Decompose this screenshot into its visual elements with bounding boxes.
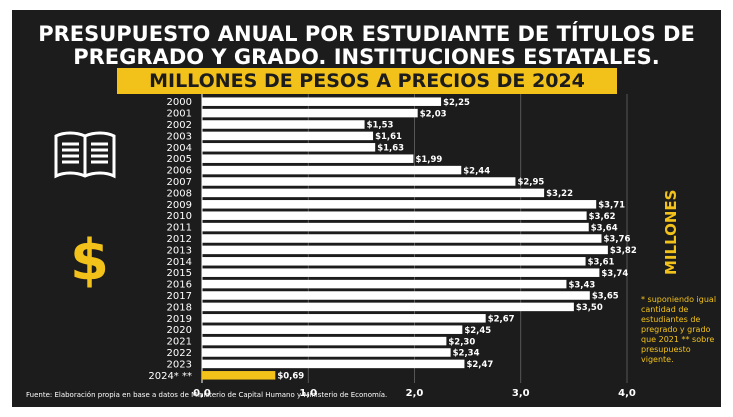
y-tick-label: 2006 — [167, 166, 192, 177]
data-label: $1,63 — [377, 144, 404, 154]
footnote: * suponiendo igual cantidad de estudiant… — [641, 295, 717, 364]
y-tick-label: 2000 — [167, 97, 192, 108]
bar — [202, 188, 545, 198]
data-label: $1,53 — [367, 121, 394, 131]
chart-title-line-1: PRESUPUESTO ANUAL POR ESTUDIANTE DE TÍTU… — [38, 22, 695, 46]
data-label: $2,30 — [448, 337, 475, 347]
y-tick-label: 2016 — [167, 280, 192, 291]
bar — [202, 371, 276, 380]
data-label: $2,67 — [488, 315, 515, 325]
bar — [202, 131, 374, 141]
data-label: $2,45 — [464, 326, 491, 336]
y-tick-label: 2001 — [167, 109, 192, 120]
bar — [202, 108, 418, 118]
bar — [202, 211, 587, 220]
bar — [202, 314, 486, 323]
y-tick-label: 2013 — [167, 245, 192, 256]
y-tick-label: 2009 — [167, 200, 192, 211]
x-tick-label: 0,0 — [193, 388, 211, 399]
y-tick-label: 2002 — [167, 120, 192, 131]
bar — [202, 348, 451, 357]
bar — [202, 154, 414, 163]
data-label: $3,82 — [610, 246, 637, 256]
data-label: $3,50 — [576, 303, 603, 313]
x-tick-label: 3,0 — [512, 388, 530, 399]
data-label: $1,61 — [375, 132, 402, 142]
x-tick-label: 4,0 — [618, 388, 636, 399]
data-label: $3,65 — [592, 292, 619, 302]
data-label: $3,64 — [591, 223, 618, 233]
bar — [202, 291, 590, 300]
bar — [202, 268, 600, 277]
y-tick-label: 2023 — [167, 359, 192, 370]
y-tick-label: 2014 — [167, 257, 192, 268]
side-label-text: MILLONES — [662, 190, 680, 275]
y-tick-label: 2004 — [167, 143, 192, 154]
bar — [202, 200, 597, 209]
bar — [202, 279, 567, 289]
bar — [202, 245, 608, 255]
data-label: $2,95 — [517, 178, 544, 188]
data-label: $3,43 — [568, 280, 595, 290]
y-tick-label: 2020 — [167, 325, 192, 336]
data-label: $0,69 — [277, 372, 304, 382]
bar — [202, 336, 447, 346]
bar — [202, 222, 589, 232]
y-tick-label: 2003 — [167, 131, 192, 142]
y-tick-label: 2019 — [167, 314, 192, 325]
data-label: $3,62 — [589, 212, 616, 222]
source-note: Fuente: Elaboración propia en base a dat… — [26, 391, 388, 399]
data-label: $3,61 — [588, 258, 615, 268]
data-label: $2,25 — [443, 98, 470, 108]
bar — [202, 143, 376, 152]
y-tick-label: 2005 — [167, 154, 192, 165]
dollar-icon: $ — [70, 228, 109, 293]
bar-chart: 0,0 1,0 2,0 3,0 4,0 2000 $2,25 2001 $2,03 2002 $1,… — [148, 94, 637, 399]
y-tick-label: 2018 — [167, 302, 192, 313]
bar — [202, 165, 462, 175]
y-tick-label: 2011 — [167, 223, 192, 234]
data-label: $3,22 — [546, 189, 573, 199]
y-tick-label: 2022 — [167, 348, 192, 359]
data-label: $3,76 — [604, 235, 631, 245]
y-tick-label: 2017 — [167, 291, 192, 302]
x-tick-label: 2,0 — [406, 388, 424, 399]
bar — [202, 359, 465, 369]
y-tick-label: 2015 — [167, 268, 192, 279]
y-tick-label: 2021 — [167, 337, 192, 348]
bar — [202, 120, 365, 129]
infographic-frame: PRESUPUESTO ANUAL POR ESTUDIANTE DE TÍTU… — [12, 10, 721, 407]
data-label: $2,34 — [453, 349, 480, 359]
book-icon — [54, 131, 116, 179]
bar — [202, 302, 574, 312]
bar — [202, 177, 516, 186]
chart-subtitle: MILLONES DE PESOS A PRECIOS DE 2024 — [117, 68, 617, 94]
x-tick-label: 1,0 — [299, 388, 317, 399]
data-label: $3,71 — [598, 201, 625, 211]
data-label: $3,74 — [601, 269, 628, 279]
y-tick-label: 2012 — [167, 234, 192, 245]
y-tick-label: 2024* ** — [148, 371, 192, 382]
y-tick-label: 2010 — [167, 211, 192, 222]
y-tick-label: 2008 — [167, 188, 192, 199]
data-label: $1,99 — [415, 155, 442, 165]
bar — [202, 257, 586, 266]
data-label: $2,44 — [463, 166, 490, 176]
data-label: $2,03 — [420, 109, 447, 119]
bar — [202, 97, 442, 106]
bar — [202, 234, 602, 243]
data-label: $2,47 — [466, 360, 493, 370]
chart-title-line-2: PREGRADO Y GRADO. INSTITUCIONES ESTATALE… — [73, 45, 660, 69]
bar — [202, 325, 463, 334]
side-label-millones: MILLONES — [662, 190, 680, 275]
y-tick-label: 2007 — [167, 177, 192, 188]
